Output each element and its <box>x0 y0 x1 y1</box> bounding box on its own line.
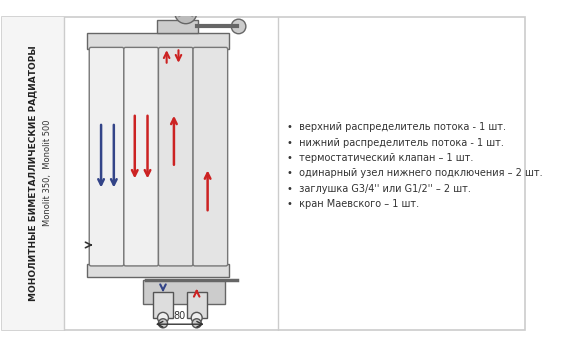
Bar <box>2 17 64 330</box>
Text: •  одинарный узел нижнего подключения – 2 шт.: • одинарный узел нижнего подключения – 2… <box>287 169 543 178</box>
Bar <box>153 292 173 318</box>
Bar <box>87 33 228 49</box>
FancyBboxPatch shape <box>89 48 124 266</box>
Bar <box>87 264 228 277</box>
Text: •  термостатический клапан – 1 шт.: • термостатический клапан – 1 шт. <box>287 153 473 163</box>
Circle shape <box>192 319 201 328</box>
Text: Monolit 350,  Monolit 500: Monolit 350, Monolit 500 <box>43 120 52 226</box>
Bar <box>187 292 207 318</box>
Circle shape <box>175 2 197 24</box>
FancyBboxPatch shape <box>124 48 158 266</box>
Text: •  кран Маевского – 1 шт.: • кран Маевского – 1 шт. <box>287 200 419 210</box>
Circle shape <box>158 312 168 323</box>
Text: •  нижний распределитель потока - 1 шт.: • нижний распределитель потока - 1 шт. <box>287 137 503 147</box>
Circle shape <box>158 319 168 328</box>
Text: МОНОЛИТНЫЕ БИМЕТАЛЛИЧЕСКИЕ РАДИАТОРЫ: МОНОЛИТНЫЕ БИМЕТАЛЛИЧЕСКИЕ РАДИАТОРЫ <box>28 45 38 301</box>
Bar <box>157 20 198 33</box>
Text: •  верхний распределитель потока - 1 шт.: • верхний распределитель потока - 1 шт. <box>287 122 506 132</box>
Text: 80: 80 <box>174 311 186 321</box>
FancyBboxPatch shape <box>158 48 193 266</box>
Circle shape <box>191 312 202 323</box>
Bar <box>143 280 225 304</box>
FancyBboxPatch shape <box>193 48 228 266</box>
Text: •  заглушка G3/4'' или G1/2'' – 2 шт.: • заглушка G3/4'' или G1/2'' – 2 шт. <box>287 184 470 194</box>
Circle shape <box>231 19 246 34</box>
